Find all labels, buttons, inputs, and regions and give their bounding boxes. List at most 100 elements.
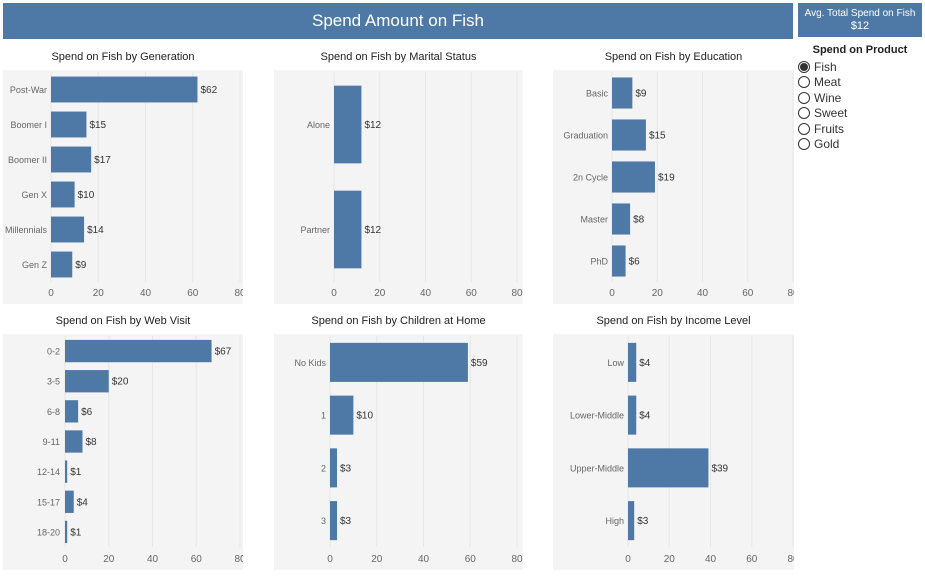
radio-button-icon[interactable]: [798, 60, 810, 73]
bar: [65, 490, 74, 513]
chart-generation: Spend on Fish by Generation 0 20 40 60 80 Pos…: [3, 44, 243, 304]
bar: [65, 520, 68, 544]
chart-children-at-home: Spend on Fish by Children at Home 0 20 40 6…: [274, 308, 523, 570]
data-label: $9: [635, 89, 647, 100]
data-label: $8: [633, 215, 645, 226]
product-option-fish[interactable]: Fish: [798, 59, 922, 75]
category-label: 3: [321, 516, 326, 526]
category-label: Basic: [586, 89, 609, 99]
data-label: $9: [75, 260, 87, 271]
category-label: 0-2: [47, 347, 60, 357]
bar: [51, 251, 73, 278]
bar: [334, 190, 362, 269]
chart-plot: 0 20 40 60 80 Post-War $62 Boomer I $15 Boomer II…: [5, 72, 243, 299]
bar: [51, 216, 85, 243]
category-label: High: [605, 516, 624, 526]
category-label: Lower-Middle: [570, 411, 624, 421]
radio-button-icon[interactable]: [798, 107, 810, 120]
chart-title: Spend on Fish by Marital Status: [274, 44, 523, 70]
product-option-wine[interactable]: Wine: [798, 90, 922, 106]
x-tick-label: 80: [234, 288, 243, 299]
x-tick-label: 20: [652, 288, 664, 299]
product-option-label: Gold: [814, 137, 840, 152]
chart-plot: 0 20 40 60 80 Basic $9 Graduation $15 2n Cycle $19…: [563, 72, 794, 299]
data-label: $67: [215, 347, 232, 358]
category-label: Master: [580, 215, 608, 225]
data-label: $15: [649, 131, 666, 142]
data-label: $59: [471, 358, 488, 369]
kpi-avg-total-spend: Avg. Total Spend on Fish $12: [798, 3, 922, 37]
x-tick-label: 40: [697, 288, 709, 299]
product-selector: Spend on Product Fish Meat Wine Sweet Fruits…: [798, 44, 922, 152]
data-label: $4: [77, 497, 89, 508]
product-option-fruits[interactable]: Fruits: [798, 121, 922, 137]
category-label: Graduation: [563, 131, 608, 141]
data-label: $3: [340, 516, 352, 527]
product-option-label: Fish: [814, 59, 837, 74]
x-tick-label: 60: [191, 554, 203, 565]
data-label: $12: [364, 120, 381, 131]
chart-education: Spend on Fish by Education 0 20 40 60 80 Basi…: [553, 44, 794, 304]
x-tick-label: 0: [625, 554, 631, 565]
x-tick-label: 20: [103, 554, 115, 565]
category-label: 1: [321, 411, 326, 421]
x-tick-label: 0: [609, 288, 615, 299]
radio-button-icon[interactable]: [798, 76, 810, 89]
category-label: No Kids: [294, 358, 326, 368]
bar: [65, 370, 109, 393]
bar: [330, 501, 338, 541]
data-label: $3: [637, 516, 649, 527]
bar: [51, 76, 198, 103]
data-label: $17: [94, 155, 111, 166]
x-tick-label: 40: [420, 288, 432, 299]
data-label: $4: [639, 411, 651, 422]
chart-title: Spend on Fish by Web Visit: [3, 308, 243, 334]
bar: [65, 339, 212, 363]
product-option-gold[interactable]: Gold: [798, 137, 922, 153]
data-label: $6: [81, 407, 93, 418]
chart-title: Spend on Fish by Generation: [3, 44, 243, 70]
data-label: $4: [639, 358, 651, 369]
category-label: Gen Z: [22, 260, 48, 270]
bar: [65, 430, 83, 453]
category-label: Boomer II: [8, 155, 47, 165]
category-label: 15-17: [37, 497, 60, 507]
x-tick-label: 80: [234, 554, 243, 565]
bar: [334, 85, 362, 164]
x-tick-label: 80: [787, 554, 794, 565]
chart-plot: 0 20 40 60 80 Low $4 Lower-Middle $4 Upper-Middle…: [570, 336, 794, 565]
data-label: $8: [86, 437, 98, 448]
bar: [51, 111, 87, 138]
product-selector-title: Spend on Product: [812, 44, 908, 56]
data-label: $20: [112, 377, 129, 388]
category-label: 18-20: [37, 527, 60, 537]
radio-button-icon[interactable]: [798, 122, 810, 135]
x-tick-label: 20: [93, 288, 105, 299]
bar: [612, 245, 626, 277]
product-option-sweet[interactable]: Sweet: [798, 106, 922, 122]
category-label: 2: [321, 463, 326, 473]
bar: [612, 203, 631, 235]
x-tick-label: 60: [465, 554, 477, 565]
category-label: 9-11: [43, 437, 60, 447]
chart-marital-status: Spend on Fish by Marital Status 0 20 40 60 8…: [274, 44, 523, 304]
radio-button-icon[interactable]: [798, 138, 810, 151]
product-option-meat[interactable]: Meat: [798, 75, 922, 91]
chart-income-level: Spend on Fish by Income Level 0 20 40 60 80 L…: [553, 308, 794, 570]
x-tick-label: 80: [787, 288, 794, 299]
dashboard-title: Spend Amount on Fish: [3, 3, 793, 39]
chart-title: Spend on Fish by Education: [553, 44, 794, 70]
bar: [612, 119, 646, 151]
x-tick-label: 0: [48, 288, 54, 299]
data-label: $12: [364, 225, 381, 236]
data-label: $39: [711, 463, 728, 474]
radio-button-icon[interactable]: [798, 91, 810, 104]
bar: [65, 460, 68, 483]
data-label: $1: [70, 527, 82, 538]
data-label: $19: [658, 173, 675, 184]
bar: [612, 77, 633, 109]
product-option-label: Sweet: [814, 106, 848, 121]
x-tick-label: 0: [62, 554, 68, 565]
kpi-label: Avg. Total Spend on Fish: [804, 8, 916, 19]
data-label: $62: [200, 85, 217, 96]
